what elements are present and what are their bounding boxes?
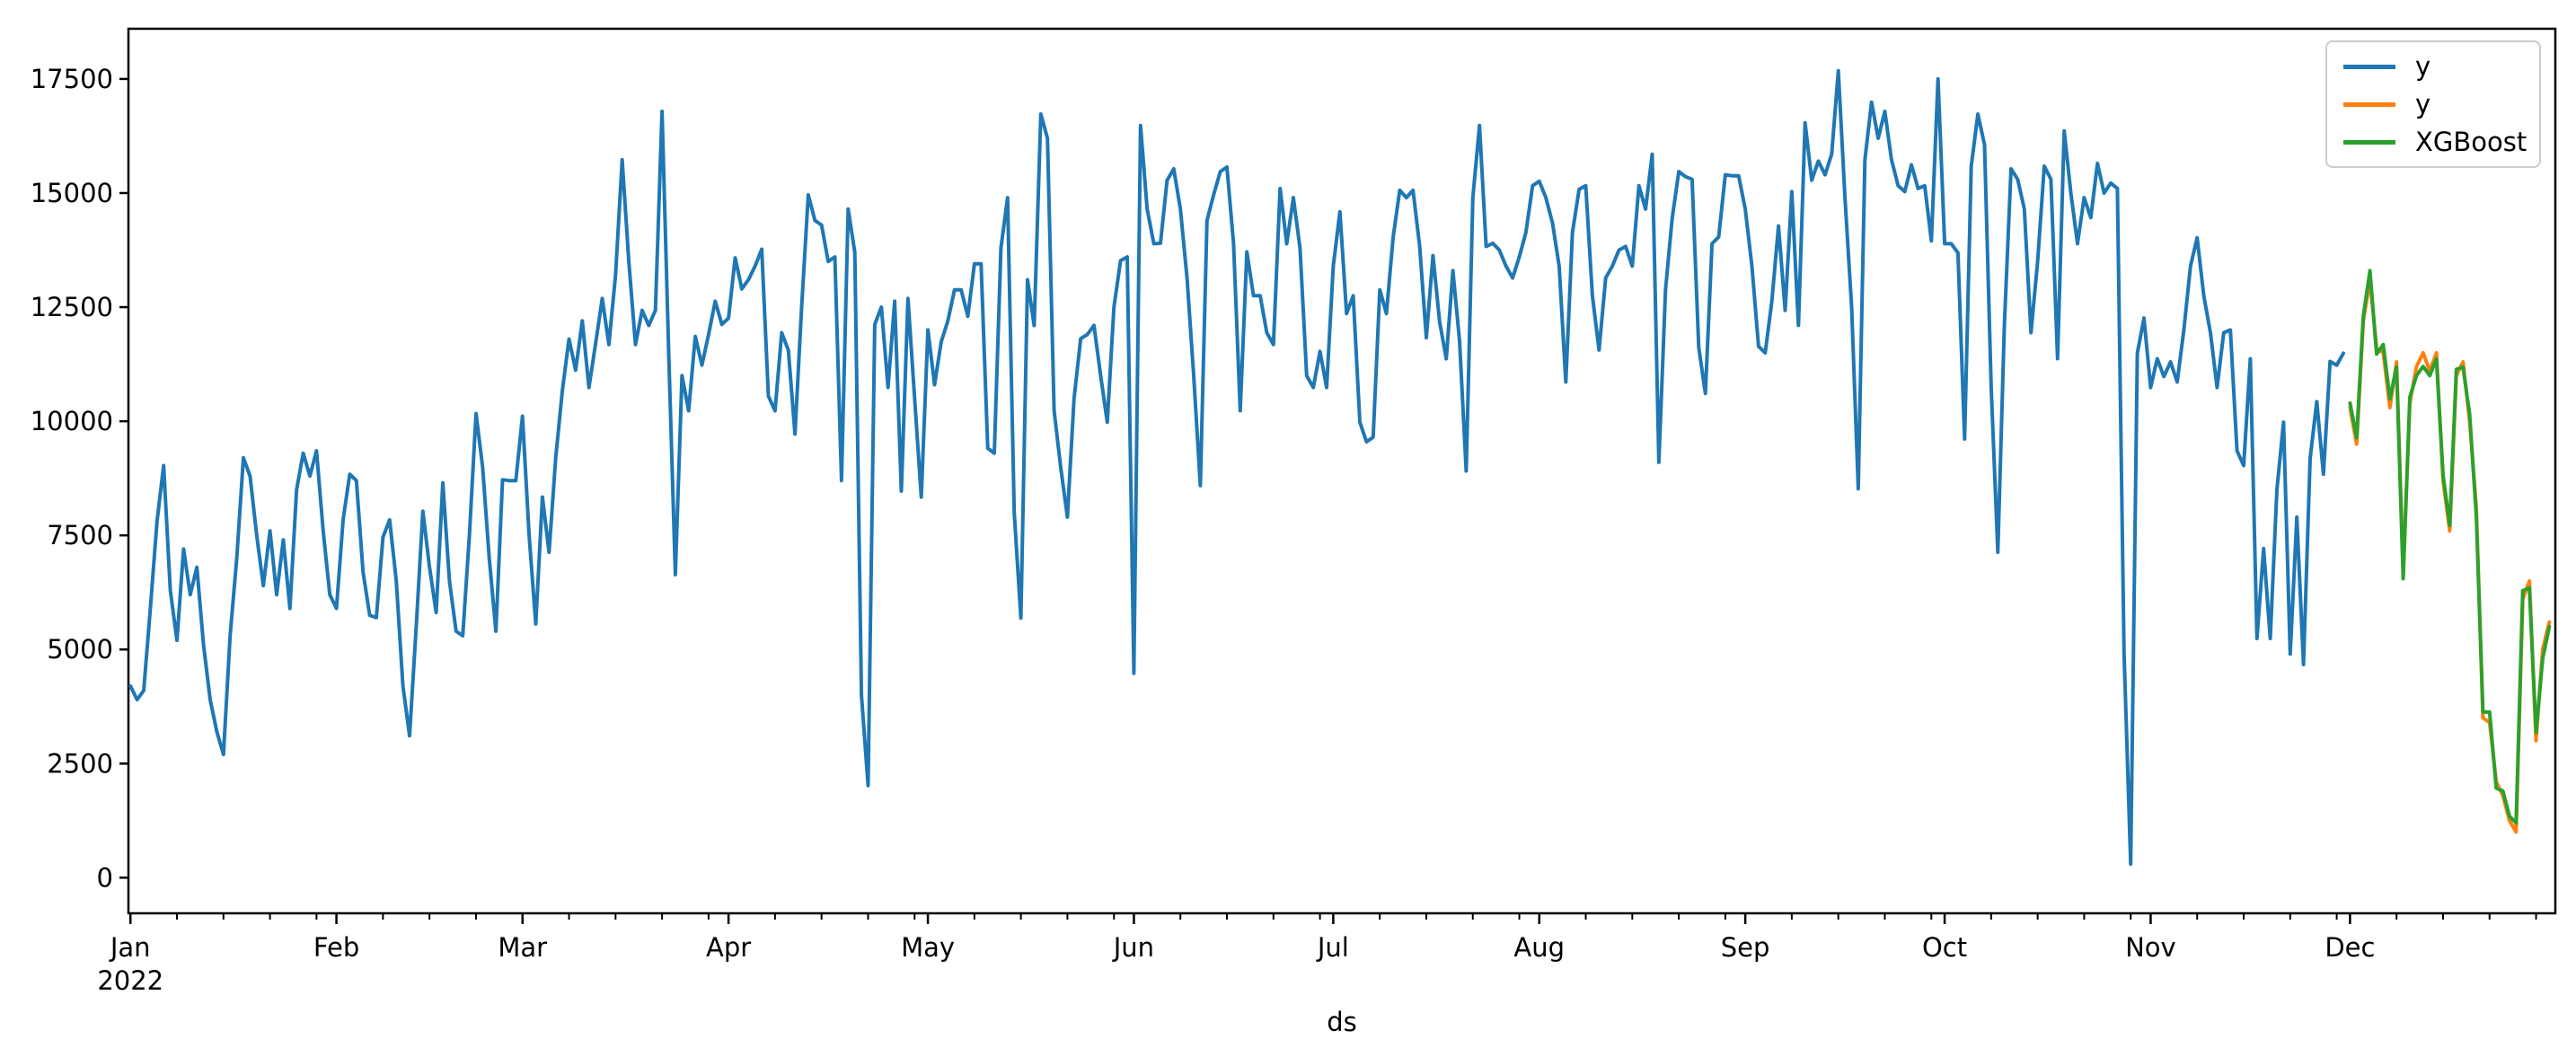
y-tick-label: 17500: [31, 64, 113, 94]
x-tick-label: May: [901, 932, 955, 963]
legend-row-y-train: y: [2327, 48, 2539, 84]
y-tick-label: 2500: [47, 748, 113, 779]
y-tick-label: 5000: [47, 634, 113, 665]
legend-row-xgboost: XGBoost: [2327, 124, 2539, 160]
y-tick-label: 0: [97, 862, 113, 893]
x-tick-label: Sep: [1721, 932, 1770, 963]
x-tick-label: Mar: [498, 932, 547, 963]
y-tick-label: 15000: [31, 178, 113, 208]
legend-label-y-train: y: [2415, 50, 2431, 82]
x-tick-label: Aug: [1513, 932, 1565, 963]
x-year-label: 2022: [97, 965, 163, 996]
legend-line-y-train-icon: [2343, 64, 2395, 69]
x-axis-label: ds: [1327, 1007, 1357, 1037]
x-tick-label: Jun: [1112, 932, 1154, 963]
series-line-y-train: [128, 68, 2345, 867]
plot-border: [127, 27, 2557, 915]
x-tick-label: Jan: [109, 932, 151, 963]
x-tick-label: Dec: [2325, 932, 2375, 963]
legend-label-y-test: y: [2415, 88, 2431, 119]
x-tick-label: Apr: [706, 932, 751, 963]
legend-line-y-test-icon: [2343, 101, 2395, 107]
series-line-xgboost: [2348, 269, 2552, 825]
x-tick-label: Oct: [1922, 932, 1967, 963]
y-tick-label: 12500: [31, 292, 113, 322]
legend: y y XGBoost: [2325, 40, 2541, 168]
x-tick-label: Feb: [313, 932, 359, 963]
y-tick-label: 10000: [31, 406, 113, 436]
x-tick-label: Jul: [1316, 932, 1349, 963]
y-tick-label: 7500: [47, 520, 113, 550]
legend-row-y-test: y: [2327, 86, 2539, 122]
legend-label-xgboost: XGBoost: [2415, 126, 2527, 157]
x-tick-label: Nov: [2125, 932, 2176, 963]
legend-line-xgboost-icon: [2343, 139, 2395, 145]
